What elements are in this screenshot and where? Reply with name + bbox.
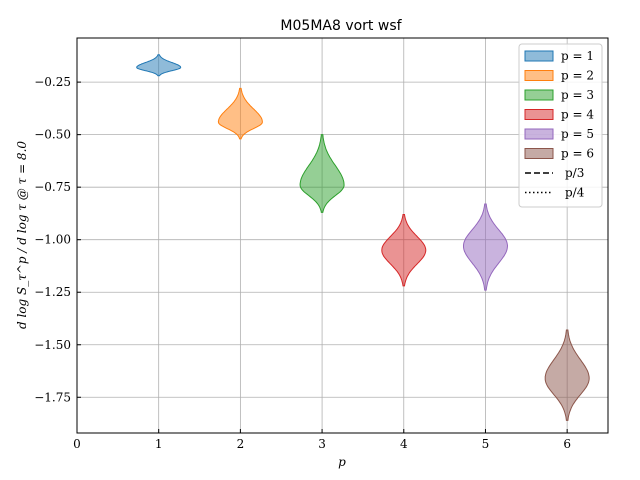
- violin-body: [463, 203, 509, 291]
- y-axis-ticks: −0.25 −0.50 −0.75 −1.00 −1.25 −1.50 −1.75: [34, 75, 81, 404]
- legend-swatch: [524, 128, 554, 140]
- violin-body: [136, 54, 182, 77]
- violin-body: [217, 87, 263, 140]
- legend-label: p/4: [565, 186, 585, 200]
- legend-swatch: [524, 89, 554, 101]
- y-tick-label: −1.00: [34, 233, 71, 247]
- y-tick-label: −1.25: [34, 285, 71, 299]
- legend-label: p = 6: [561, 147, 594, 161]
- y-axis-label: d log S_τ^p / d log τ @ τ = 8.0: [15, 141, 29, 329]
- legend-label: p/3: [565, 166, 584, 180]
- legend-swatch: [524, 50, 554, 62]
- legend-swatch: [524, 109, 554, 120]
- legend-label: p = 5: [561, 127, 594, 141]
- y-tick-label: −0.75: [34, 180, 71, 194]
- legend-label: p = 3: [561, 88, 594, 102]
- legend-label: p = 1: [561, 49, 594, 63]
- violin-body: [299, 134, 345, 213]
- legend-box: [518, 43, 603, 208]
- legend-label: p = 2: [561, 69, 594, 83]
- y-tick-label: −1.75: [34, 390, 71, 404]
- violins: [136, 54, 590, 421]
- x-tick-label: 2: [237, 437, 245, 451]
- chart-title: M05MA8 vort wsf: [280, 18, 402, 34]
- y-tick-label: −0.25: [34, 75, 71, 89]
- x-tick-label: 3: [318, 437, 326, 451]
- y-tick-label: −0.50: [34, 128, 71, 142]
- x-axis-ticks: 0 1 2 3 4 5 6: [73, 429, 571, 451]
- legend: p = 1 p = 2 p = 3 p = 4 p = 5 p = 6 p/3 p/4: [518, 43, 603, 208]
- y-tick-label: −1.50: [34, 338, 71, 352]
- plot-frame: [76, 37, 609, 434]
- violin-body: [544, 329, 590, 421]
- legend-label: p = 4: [561, 108, 594, 122]
- legend-swatch: [524, 148, 554, 159]
- x-tick-label: 4: [400, 437, 408, 451]
- x-tick-label: 6: [563, 437, 571, 451]
- x-tick-label: 0: [73, 437, 81, 451]
- x-axis-label: p: [338, 455, 346, 469]
- x-tick-label: 5: [482, 437, 490, 451]
- x-tick-label: 1: [155, 437, 163, 451]
- legend-swatch: [524, 70, 554, 81]
- violin-body: [381, 214, 427, 287]
